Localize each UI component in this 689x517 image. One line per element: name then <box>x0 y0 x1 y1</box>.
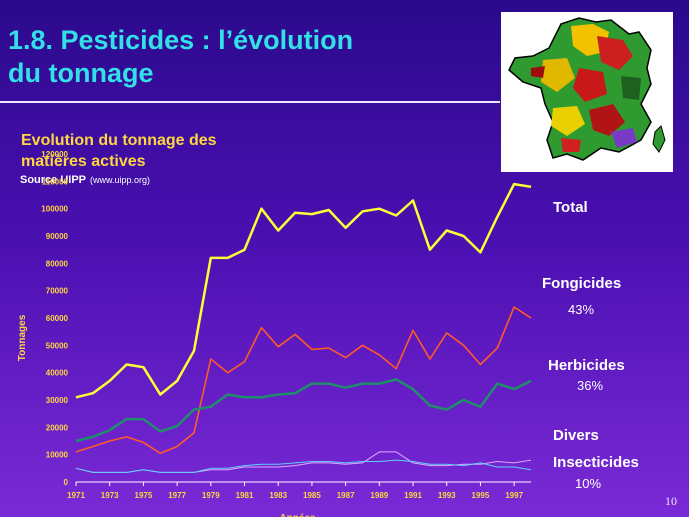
x-tick-label: 1979 <box>202 491 220 500</box>
pct-fongicides: 43% <box>568 302 595 317</box>
x-tick-label: 1997 <box>505 491 523 500</box>
y-tick-label: 90000 <box>46 232 69 241</box>
y-axis-title: Tonnages <box>17 314 28 361</box>
x-tick-label: 1977 <box>168 491 186 500</box>
y-tick-label: 120000 <box>41 150 68 159</box>
series-line-fongicides <box>75 306 532 455</box>
page-number: 10 <box>665 494 677 508</box>
y-tick-label: 50000 <box>46 341 69 350</box>
series-line-herbicides <box>75 378 532 443</box>
y-tick-label: 40000 <box>46 369 69 378</box>
source-url: (www.uipp.org) <box>90 175 151 185</box>
series-line-insecticides <box>75 459 532 473</box>
label-herbicides: Herbicides <box>548 357 625 374</box>
y-tick-label: 10000 <box>46 451 69 460</box>
source-label: Source UIPP <box>20 174 87 186</box>
title-divider <box>0 101 500 103</box>
y-tick-label: 110000 <box>42 177 69 186</box>
source-note: Source UIPP (www.uipp.org) <box>20 174 150 186</box>
pct-insecticides: 10% <box>575 476 602 491</box>
chart-heading-line-1: Evolution du tonnage des <box>21 132 217 149</box>
x-tick-label: 1975 <box>135 491 153 500</box>
label-divers: Divers <box>553 427 599 444</box>
map-graphic <box>508 17 666 161</box>
y-tick-label: 60000 <box>46 314 69 323</box>
x-tick-label: 1971 <box>67 491 85 500</box>
slide-title-line-2: du tonnage <box>8 58 154 88</box>
x-tick-label: 1987 <box>337 491 355 500</box>
chart-series <box>75 182 532 473</box>
x-tick-label: 1981 <box>236 491 254 500</box>
pct-herbicides: 36% <box>577 378 604 393</box>
x-tick-label: 1985 <box>303 491 321 500</box>
x-tick-label: 1993 <box>438 491 456 500</box>
x-tick-label: 1983 <box>269 491 287 500</box>
x-tick-label: 1991 <box>404 491 422 500</box>
chart-axes: 0 10000 20000 30000 40000 50000 60000 70000 8000… <box>17 150 531 517</box>
y-tick-label: 80000 <box>46 259 69 268</box>
chart-heading: Evolution du tonnage des matières active… <box>21 130 321 172</box>
y-tick-label: 30000 <box>46 396 69 405</box>
label-total: Total <box>553 199 588 216</box>
y-tick-label: 100000 <box>41 205 68 214</box>
france-pesticide-map-icon <box>501 12 673 172</box>
y-tick-label: 70000 <box>46 287 69 296</box>
y-tick-label: 20000 <box>46 423 69 432</box>
y-tick-label: 0 <box>64 478 69 487</box>
x-axis-title: Années <box>279 513 316 517</box>
x-tick-label: 1995 <box>472 491 490 500</box>
label-insecticides: Insecticides <box>553 454 639 471</box>
chart-heading-line-2: matières actives <box>21 153 146 170</box>
series-line-total <box>75 182 532 399</box>
slide-title-line-1: 1.8. Pesticides : l’évolution <box>8 25 354 55</box>
x-tick-label: 1989 <box>370 491 388 500</box>
x-tick-label: 1973 <box>101 491 119 500</box>
slide-title: 1.8. Pesticides : l’évolution du tonnage <box>8 24 488 90</box>
label-fongicides: Fongicides <box>542 275 622 292</box>
